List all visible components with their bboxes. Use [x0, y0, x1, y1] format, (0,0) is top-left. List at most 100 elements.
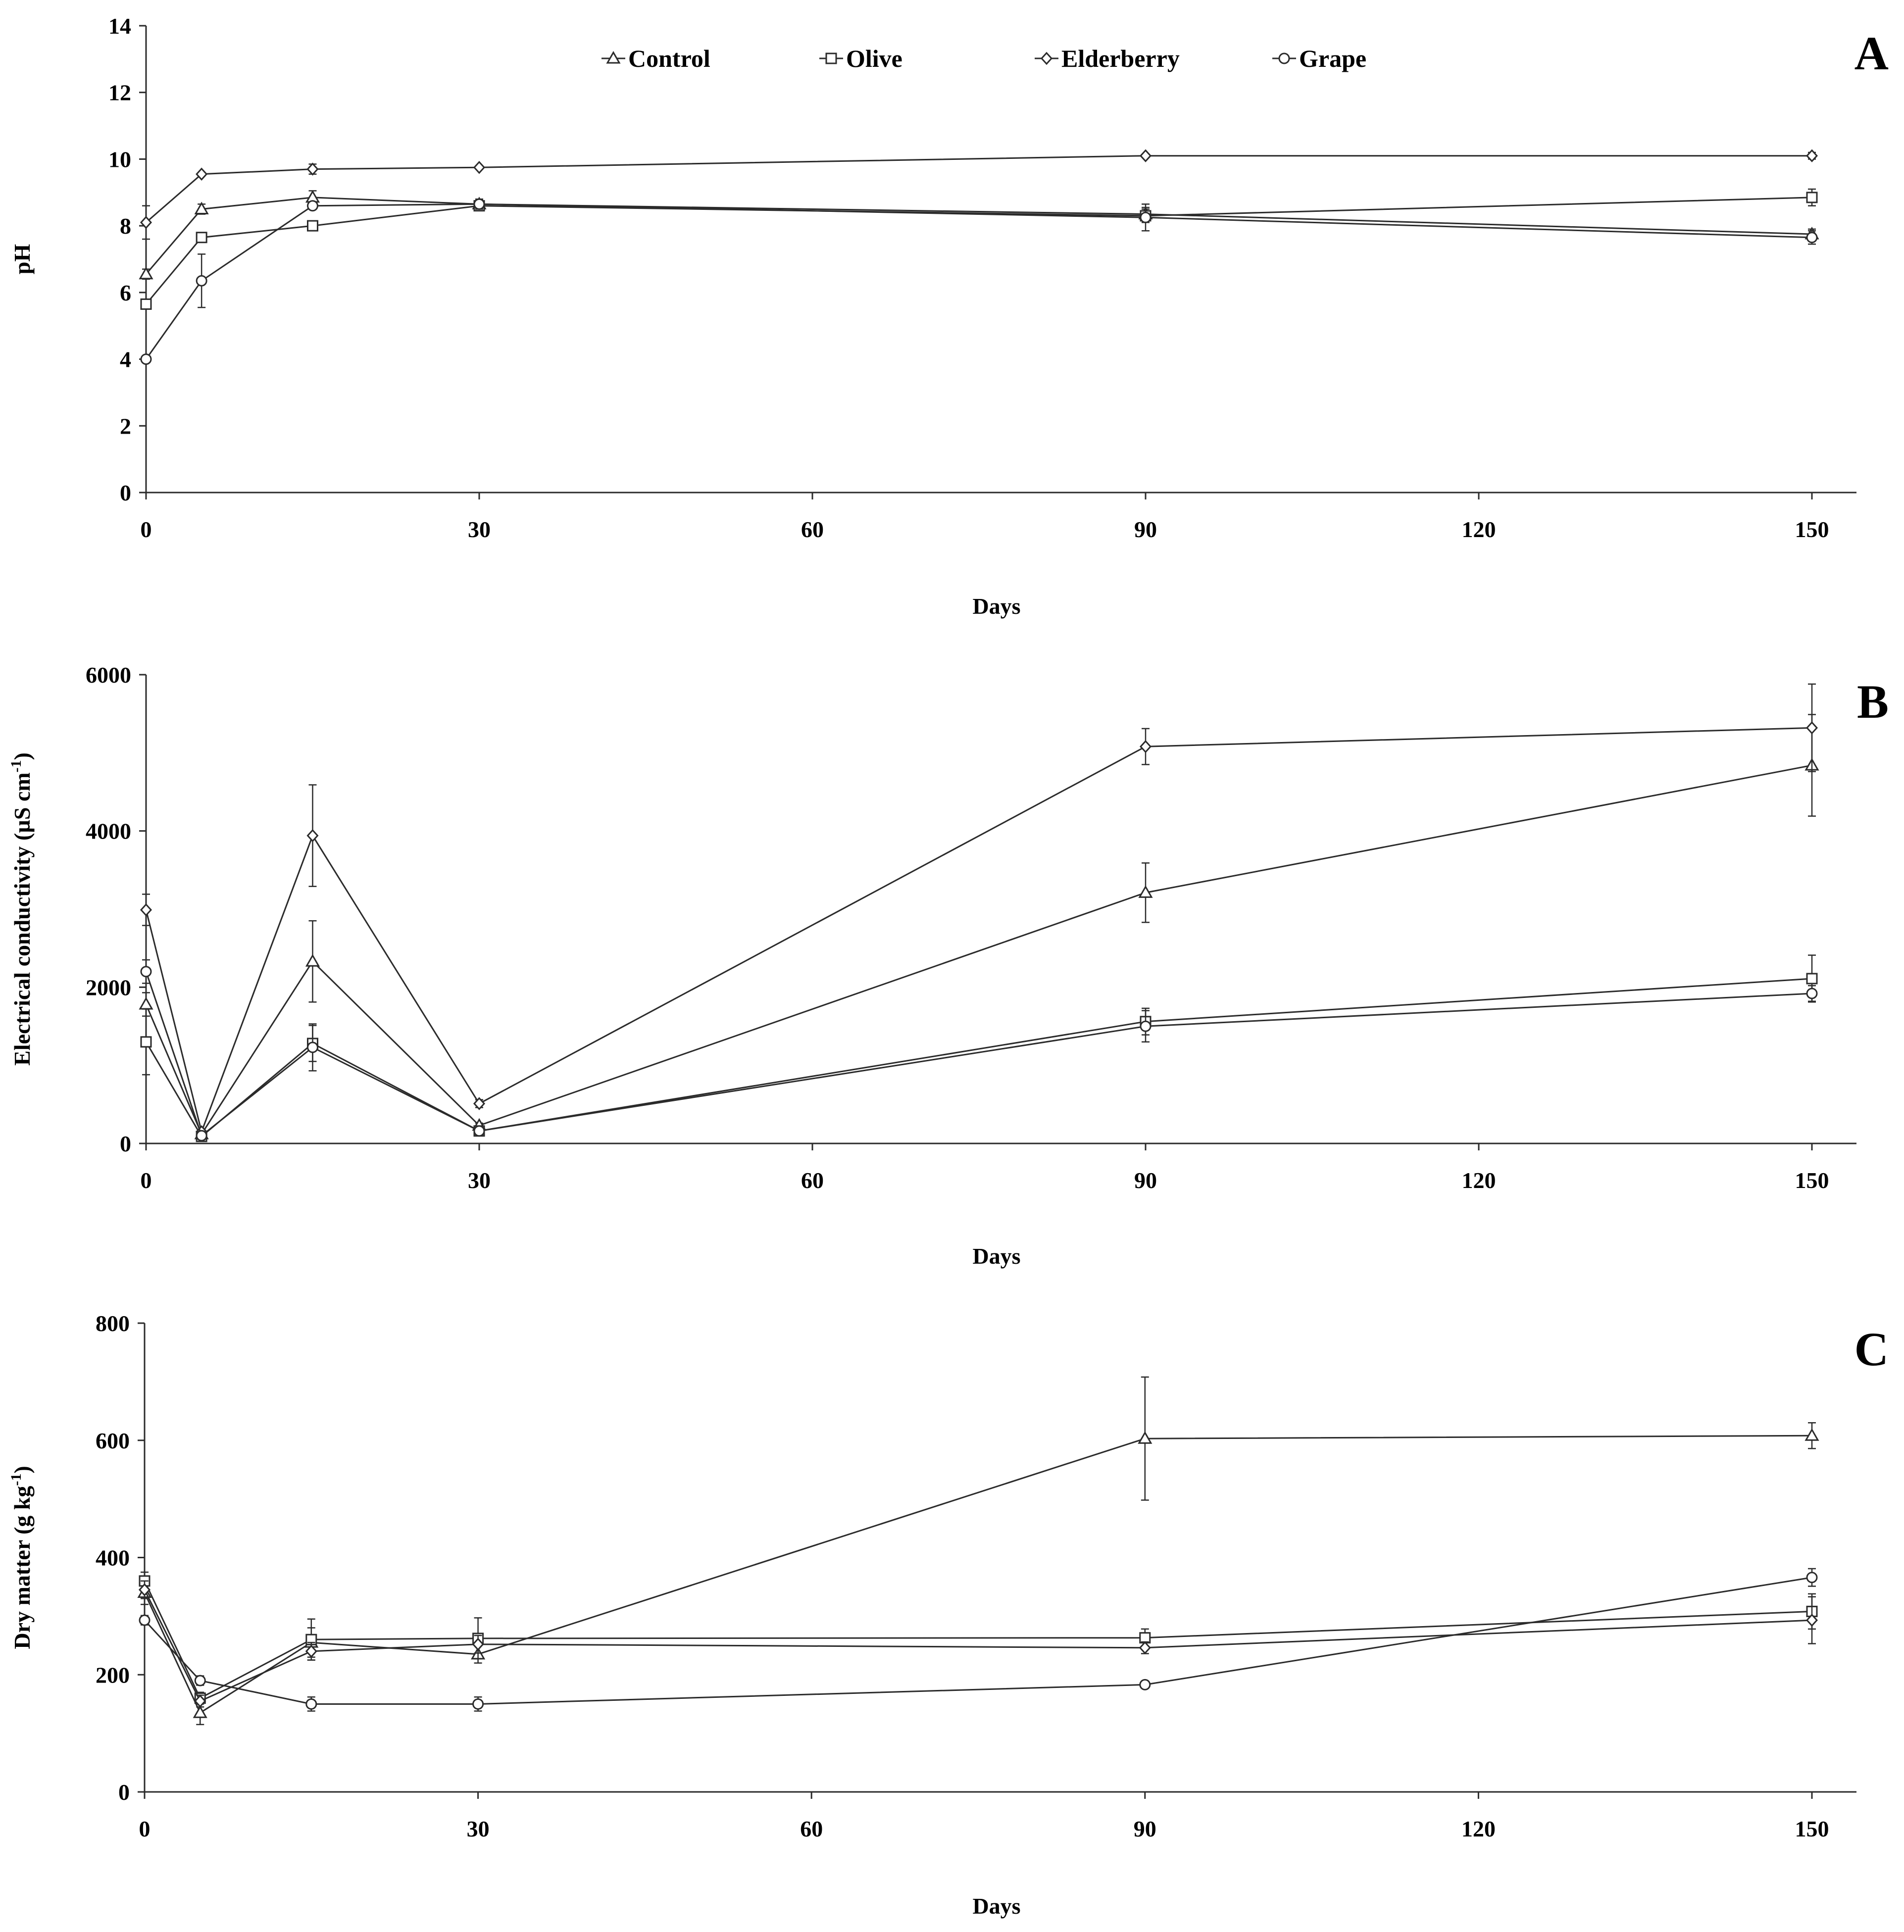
x-axis-title: Days: [972, 1243, 1020, 1269]
y-tick-label: 600: [96, 1428, 130, 1453]
chart-panel-a: 0 2 4 6 8 10 12 14 0 30 60 90 120 150 Days pH A: [9, 13, 1889, 619]
data-point: [473, 161, 486, 174]
y-tick-label: 0: [118, 1780, 130, 1805]
data-point: [1805, 1613, 1818, 1627]
series-olive: [140, 188, 1818, 310]
data-point: [1805, 149, 1818, 162]
data-point: [138, 1583, 151, 1596]
x-axis-title: Days: [972, 594, 1020, 619]
y-axis-title: Dry matter (g kg-1): [8, 1466, 35, 1649]
data-point: [307, 200, 318, 212]
data-point: [139, 266, 153, 280]
y-tick-label: 12: [108, 80, 131, 105]
series-line: [145, 727, 1812, 1135]
data-point: [473, 1097, 486, 1110]
x-tick-label: 60: [801, 1168, 824, 1193]
series-grape: [140, 198, 1818, 365]
y-tick-label: 8: [120, 213, 131, 239]
x-tick-label: 30: [468, 1168, 491, 1193]
series-olive: [140, 954, 1818, 1142]
y-axis-title-main: pH: [9, 244, 35, 275]
x-tick-label: 60: [801, 517, 824, 542]
y-tick-label: 0: [120, 1131, 131, 1156]
data-point: [473, 198, 485, 210]
series-elderberry: [140, 149, 1818, 240]
data-point: [305, 1698, 317, 1710]
y-tick-label: 0: [120, 480, 131, 505]
series-line: [145, 971, 1812, 1137]
data-point: [139, 1614, 150, 1626]
data-point: [307, 1041, 318, 1053]
data-point: [306, 829, 319, 842]
legend-swatch-marker: [1040, 51, 1053, 65]
y-axis-title-tail: ): [9, 1466, 35, 1473]
data-point: [1805, 721, 1818, 735]
data-point: [305, 1644, 317, 1658]
x-tick-label: 0: [141, 517, 152, 542]
legend-entry-olive: Olive: [819, 45, 902, 72]
x-tick-label: 60: [800, 1816, 823, 1841]
y-tick-label: 400: [96, 1545, 130, 1571]
y-tick-label: 10: [108, 147, 131, 172]
data-point: [196, 1130, 207, 1141]
data-point: [1140, 211, 1152, 223]
data-point: [307, 220, 318, 232]
legend-label: Control: [628, 45, 710, 72]
data-point: [473, 1125, 485, 1137]
data-point: [305, 954, 320, 967]
series-grape: [140, 959, 1818, 1141]
data-point: [1806, 1572, 1818, 1584]
legend-swatch-marker: [1278, 52, 1290, 64]
data-point: [1138, 885, 1153, 898]
legend-label: Olive: [846, 45, 902, 72]
series-line: [146, 155, 1812, 223]
data-point: [193, 1705, 207, 1718]
data-point: [1139, 1679, 1151, 1690]
series-olive: [139, 1571, 1818, 1705]
legend-swatch-marker: [606, 50, 621, 64]
x-axis-title: Days: [972, 1893, 1020, 1919]
legend-entry-grape: Grape: [1272, 45, 1366, 72]
x-tick-label: 0: [141, 1168, 152, 1193]
x-tick-label: 120: [1462, 517, 1496, 542]
data-point: [1140, 1020, 1152, 1032]
y-tick-label: 4: [120, 347, 131, 372]
legend-entry-control: Control: [601, 45, 710, 72]
data-point: [1806, 192, 1818, 203]
x-tick-label: 120: [1462, 1168, 1496, 1193]
data-point: [1806, 232, 1818, 244]
series-line: [144, 1435, 1812, 1714]
y-tick-label: 4000: [86, 819, 131, 844]
x-tick-label: 150: [1795, 1168, 1829, 1193]
x-tick-label: 150: [1795, 1816, 1829, 1841]
data-point: [472, 1698, 484, 1710]
data-point: [140, 353, 152, 365]
y-axis-title-main: Dry matter (g kg: [9, 1486, 35, 1649]
y-axis-title-tail: ): [9, 752, 35, 760]
data-point: [472, 1637, 484, 1651]
y-axis-title: Electrical conductivity (µS cm-1): [8, 752, 35, 1066]
series-line: [145, 197, 1812, 275]
x-tick-label: 30: [467, 1816, 490, 1841]
legend-swatch-marker: [825, 52, 837, 64]
series-line: [145, 203, 1812, 360]
x-tick-label: 30: [468, 517, 491, 542]
data-point: [194, 1694, 206, 1708]
series-line: [145, 197, 1812, 305]
panel-letter: B: [1857, 675, 1889, 728]
data-point: [196, 167, 208, 181]
data-point: [140, 966, 152, 978]
data-point: [194, 201, 209, 214]
series-elderberry: [138, 1580, 1818, 1708]
panel-letter: A: [1854, 27, 1889, 80]
chart-panel-c: 0 200 400 600 800 0 30 60 90 120 150 Days Dry matter…: [8, 1311, 1889, 1919]
data-point: [1139, 1641, 1151, 1655]
data-point: [1804, 1428, 1819, 1441]
legend-label: Elderberry: [1061, 45, 1180, 72]
data-point: [1806, 988, 1818, 999]
y-tick-label: 2: [120, 413, 131, 439]
data-point: [1806, 973, 1818, 985]
x-tick-label: 90: [1134, 1168, 1157, 1193]
x-tick-label: 90: [1134, 1816, 1156, 1841]
